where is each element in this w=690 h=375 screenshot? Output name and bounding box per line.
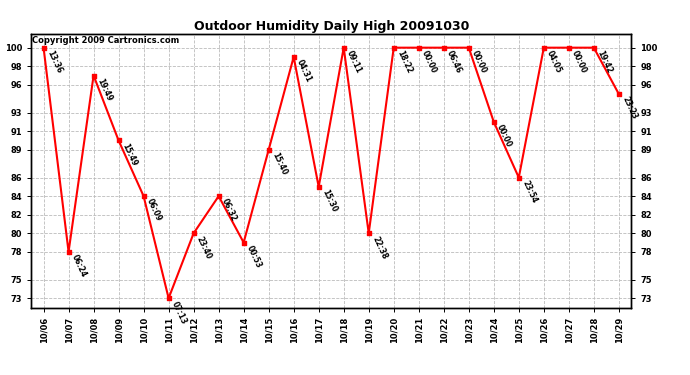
Text: 06:46: 06:46	[445, 49, 464, 75]
Point	[313, 184, 324, 190]
Text: 07:13: 07:13	[170, 300, 188, 326]
Text: 00:00: 00:00	[570, 49, 589, 75]
Point	[413, 45, 424, 51]
Point	[213, 193, 224, 199]
Text: 15:40: 15:40	[270, 151, 288, 177]
Text: 15:30: 15:30	[320, 188, 338, 214]
Point	[463, 45, 474, 51]
Text: 19:49: 19:49	[95, 77, 113, 103]
Point	[438, 45, 449, 51]
Text: 13:36: 13:36	[45, 49, 63, 75]
Point	[613, 91, 624, 97]
Text: 00:00: 00:00	[420, 49, 438, 75]
Text: 23:40: 23:40	[195, 235, 213, 260]
Text: 00:00: 00:00	[470, 49, 489, 75]
Point	[338, 45, 349, 51]
Point	[489, 119, 500, 125]
Text: 15:49: 15:49	[120, 142, 138, 167]
Point	[38, 45, 49, 51]
Point	[63, 249, 74, 255]
Point	[589, 45, 600, 51]
Text: 22:38: 22:38	[370, 235, 388, 260]
Text: 09:11: 09:11	[345, 49, 364, 75]
Point	[513, 175, 524, 181]
Text: 00:53: 00:53	[245, 244, 264, 270]
Point	[238, 240, 249, 246]
Point	[363, 230, 374, 236]
Text: 06:09: 06:09	[145, 198, 164, 223]
Text: 06:32: 06:32	[220, 198, 238, 223]
Text: 04:31: 04:31	[295, 58, 313, 84]
Point	[138, 193, 149, 199]
Text: 19:42: 19:42	[595, 49, 613, 75]
Text: 00:00: 00:00	[495, 123, 513, 149]
Point	[113, 138, 124, 144]
Text: 04:05: 04:05	[545, 49, 564, 75]
Point	[88, 72, 99, 78]
Text: 23:23: 23:23	[620, 96, 638, 121]
Point	[188, 230, 199, 236]
Title: Outdoor Humidity Daily High 20091030: Outdoor Humidity Daily High 20091030	[193, 20, 469, 33]
Point	[538, 45, 549, 51]
Text: Copyright 2009 Cartronics.com: Copyright 2009 Cartronics.com	[32, 36, 179, 45]
Point	[263, 147, 274, 153]
Point	[288, 54, 299, 60]
Point	[563, 45, 574, 51]
Text: 23:54: 23:54	[520, 179, 538, 204]
Text: 06:24: 06:24	[70, 253, 88, 279]
Point	[388, 45, 400, 51]
Point	[163, 295, 174, 301]
Text: 18:22: 18:22	[395, 49, 413, 75]
